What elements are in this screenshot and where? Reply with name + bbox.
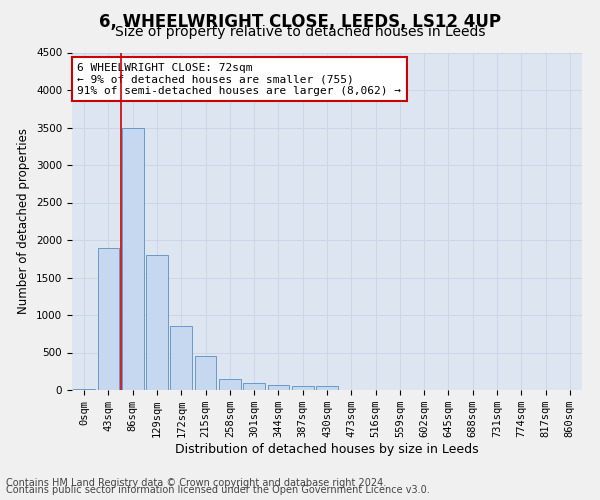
Bar	[194, 356, 217, 390]
Text: 6 WHEELWRIGHT CLOSE: 72sqm
← 9% of detached houses are smaller (755)
91% of semi: 6 WHEELWRIGHT CLOSE: 72sqm ← 9% of detac…	[77, 62, 401, 96]
Bar	[73, 388, 95, 390]
Y-axis label: Number of detached properties: Number of detached properties	[17, 128, 31, 314]
Bar	[268, 385, 289, 390]
X-axis label: Distribution of detached houses by size in Leeds: Distribution of detached houses by size …	[175, 443, 479, 456]
Bar	[316, 386, 338, 390]
Bar	[243, 382, 265, 390]
Text: Contains public sector information licensed under the Open Government Licence v3: Contains public sector information licen…	[6, 485, 430, 495]
Text: Size of property relative to detached houses in Leeds: Size of property relative to detached ho…	[115, 25, 485, 39]
Bar	[170, 326, 192, 390]
Text: 6, WHEELWRIGHT CLOSE, LEEDS, LS12 4UP: 6, WHEELWRIGHT CLOSE, LEEDS, LS12 4UP	[99, 12, 501, 30]
Bar	[97, 248, 119, 390]
Bar	[122, 128, 143, 390]
Bar	[146, 255, 168, 390]
Bar	[292, 386, 314, 390]
Text: Contains HM Land Registry data © Crown copyright and database right 2024.: Contains HM Land Registry data © Crown c…	[6, 478, 386, 488]
Bar	[219, 379, 241, 390]
